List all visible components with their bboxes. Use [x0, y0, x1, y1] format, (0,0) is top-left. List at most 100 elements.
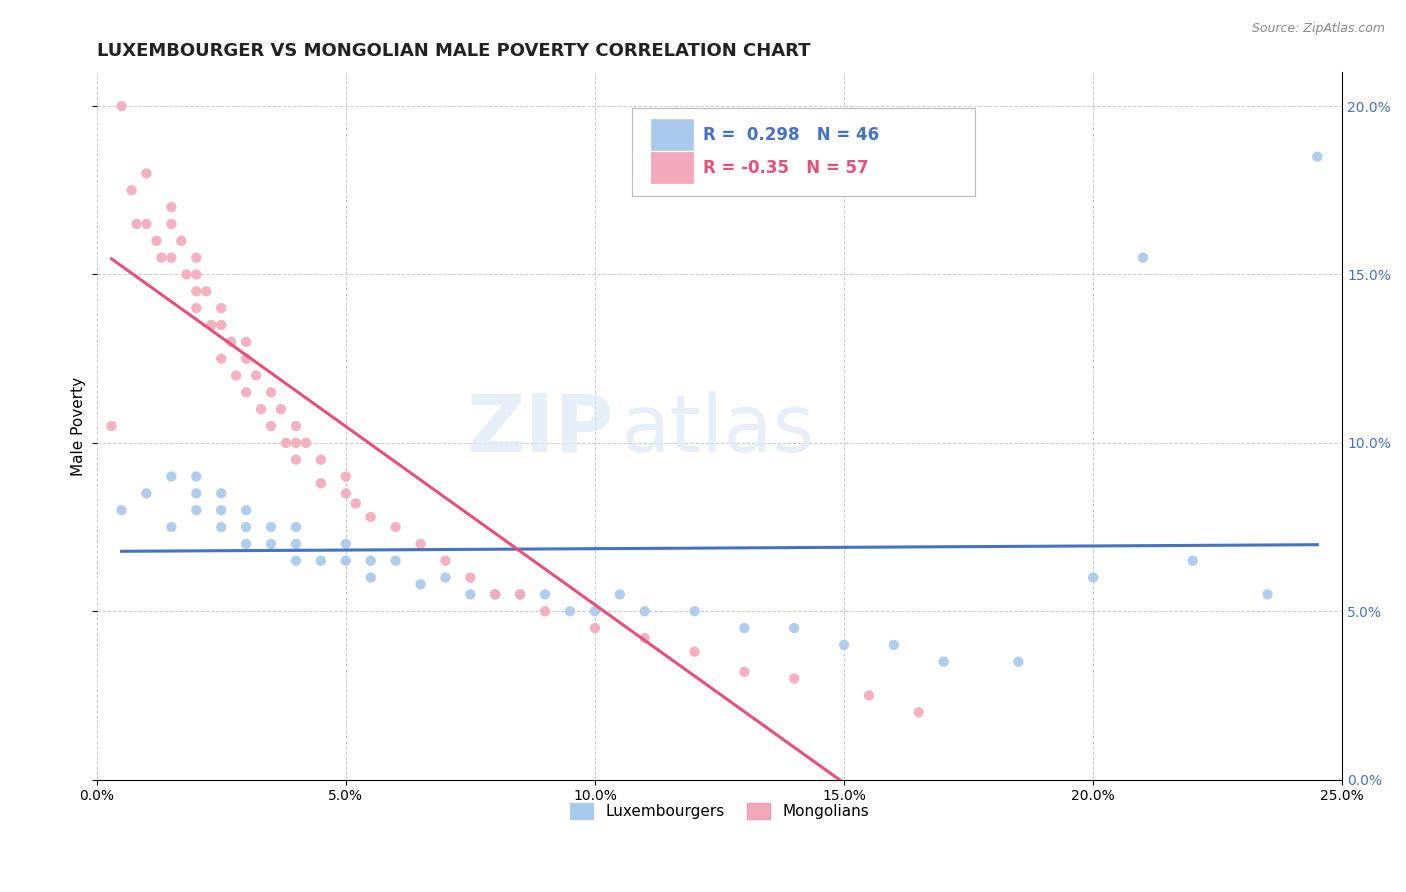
Point	[135, 166, 157, 180]
FancyBboxPatch shape	[651, 120, 693, 150]
FancyBboxPatch shape	[633, 108, 974, 196]
Point	[558, 604, 581, 618]
Point	[335, 469, 357, 483]
Point	[683, 645, 706, 659]
Point	[209, 486, 232, 500]
Point	[832, 638, 855, 652]
Point	[295, 435, 318, 450]
Point	[460, 570, 482, 584]
Point	[186, 285, 208, 299]
Point	[932, 655, 955, 669]
Point	[160, 469, 183, 483]
Point	[135, 486, 157, 500]
Point	[260, 385, 283, 400]
Point	[583, 604, 606, 618]
Point	[235, 351, 257, 366]
Point	[209, 351, 232, 366]
Point	[309, 476, 332, 491]
Point	[683, 604, 706, 618]
Point	[434, 570, 457, 584]
Point	[100, 419, 122, 434]
Point	[634, 604, 657, 618]
Point	[186, 486, 208, 500]
Point	[434, 554, 457, 568]
Legend: Luxembourgers, Mongolians: Luxembourgers, Mongolians	[564, 797, 875, 825]
Point	[284, 520, 307, 534]
Point	[260, 537, 283, 551]
Point	[125, 217, 148, 231]
Point	[384, 520, 406, 534]
Point	[460, 587, 482, 601]
Point	[883, 638, 905, 652]
Point	[250, 402, 273, 417]
Point	[1007, 655, 1029, 669]
Point	[176, 268, 198, 282]
Text: LUXEMBOURGER VS MONGOLIAN MALE POVERTY CORRELATION CHART: LUXEMBOURGER VS MONGOLIAN MALE POVERTY C…	[97, 42, 810, 60]
Point	[907, 705, 929, 719]
Text: R = -0.35   N = 57: R = -0.35 N = 57	[703, 159, 869, 177]
Point	[245, 368, 267, 383]
Point	[284, 554, 307, 568]
Point	[235, 385, 257, 400]
Point	[209, 301, 232, 315]
Point	[335, 554, 357, 568]
Point	[1132, 251, 1154, 265]
Point	[284, 537, 307, 551]
Point	[634, 631, 657, 645]
Point	[858, 689, 880, 703]
Point	[260, 419, 283, 434]
Point	[284, 452, 307, 467]
Point	[335, 537, 357, 551]
Point	[484, 587, 506, 601]
Point	[150, 251, 173, 265]
Point	[309, 452, 332, 467]
Point	[235, 520, 257, 534]
Point	[225, 368, 247, 383]
Point	[195, 285, 218, 299]
Point	[609, 587, 631, 601]
Point	[135, 217, 157, 231]
Point	[783, 672, 806, 686]
Point	[484, 587, 506, 601]
Point	[186, 301, 208, 315]
Text: atlas: atlas	[620, 391, 814, 468]
Point	[360, 510, 382, 524]
Point	[186, 251, 208, 265]
Point	[309, 554, 332, 568]
Point	[110, 503, 132, 517]
Point	[219, 334, 242, 349]
Point	[145, 234, 167, 248]
Point	[209, 503, 232, 517]
Point	[110, 99, 132, 113]
Point	[186, 469, 208, 483]
Point	[360, 554, 382, 568]
Point	[384, 554, 406, 568]
Point	[335, 486, 357, 500]
Point	[344, 496, 367, 510]
Point	[270, 402, 292, 417]
Point	[186, 503, 208, 517]
Point	[534, 604, 557, 618]
Point	[1181, 554, 1204, 568]
Text: Source: ZipAtlas.com: Source: ZipAtlas.com	[1251, 22, 1385, 36]
Point	[1257, 587, 1279, 601]
Point	[160, 251, 183, 265]
Text: ZIP: ZIP	[467, 391, 613, 468]
Point	[783, 621, 806, 635]
Point	[160, 200, 183, 214]
Point	[360, 570, 382, 584]
Point	[200, 318, 222, 332]
Y-axis label: Male Poverty: Male Poverty	[72, 376, 86, 475]
Point	[409, 537, 432, 551]
FancyBboxPatch shape	[651, 153, 693, 184]
Point	[170, 234, 193, 248]
Point	[583, 621, 606, 635]
Point	[1306, 150, 1329, 164]
Point	[534, 587, 557, 601]
Point	[509, 587, 531, 601]
Point	[284, 435, 307, 450]
Point	[509, 587, 531, 601]
Point	[121, 183, 143, 197]
Point	[186, 268, 208, 282]
Point	[235, 537, 257, 551]
